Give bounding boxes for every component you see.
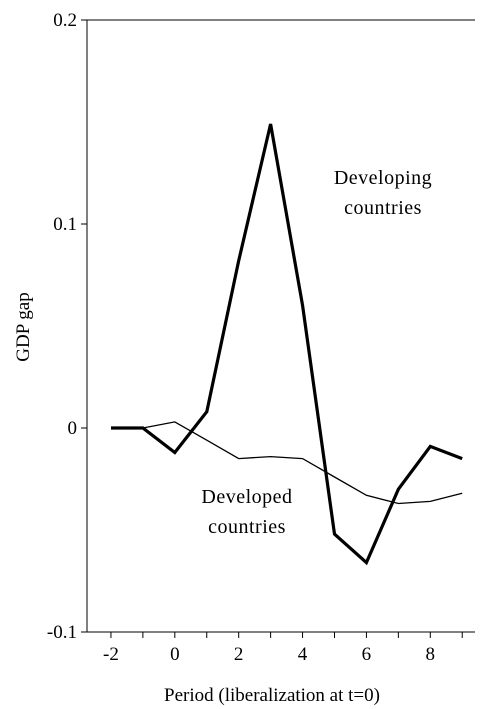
developing-countries-line — [111, 123, 463, 566]
developed-countries-label-line: countries — [208, 516, 286, 538]
y-tick-label: 0.2 — [53, 10, 77, 31]
y-axis-ticks: -0.1 0 0.1 0.2 — [47, 10, 87, 643]
y-tick-label: 0.1 — [53, 214, 77, 235]
x-tick-label: 4 — [298, 644, 308, 665]
annotation-layer: Developing countries Developed countries — [201, 167, 432, 538]
y-axis-title: GDP gap — [13, 292, 34, 362]
developing-countries-label-line: countries — [344, 197, 422, 219]
x-tick-label: 2 — [234, 644, 244, 665]
y-tick-label: 0 — [68, 418, 78, 439]
developing-countries-label-line: Developing — [334, 167, 432, 189]
x-axis-title: Period (liberalization at t=0) — [164, 685, 380, 706]
x-tick-label: 8 — [426, 644, 436, 665]
plot-frame — [86, 19, 475, 633]
series-layer — [111, 123, 463, 566]
x-tick-label: -2 — [103, 644, 119, 665]
developed-countries-line — [111, 421, 463, 505]
y-tick-label: -0.1 — [47, 622, 77, 643]
x-axis-ticks: -2 0 2 4 6 8 — [103, 632, 463, 665]
developed-countries-label-line: Developed — [201, 486, 292, 508]
x-tick-label: 6 — [362, 644, 372, 665]
x-tick-label: 0 — [170, 644, 180, 665]
